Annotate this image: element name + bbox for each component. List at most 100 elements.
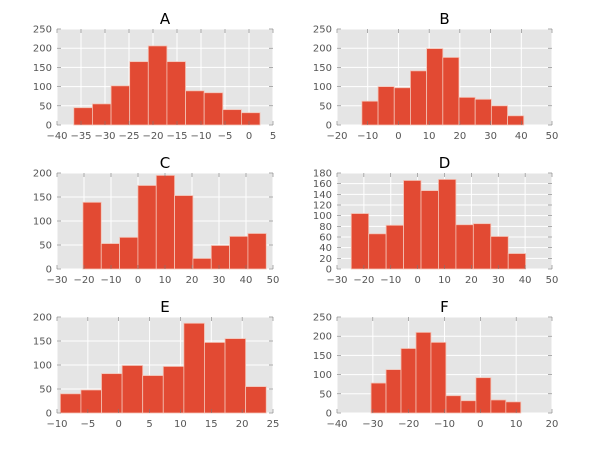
histogram-bar bbox=[370, 382, 387, 414]
x-tick-label: 10 bbox=[174, 419, 187, 430]
y-tick-label: 180 bbox=[313, 169, 332, 180]
histogram-bar bbox=[377, 86, 395, 126]
x-tick-label: −10 bbox=[434, 419, 455, 430]
histogram-bar bbox=[80, 389, 102, 414]
histogram-bar bbox=[121, 365, 144, 414]
x-tick-label: 30 bbox=[484, 131, 497, 142]
histogram-bar bbox=[474, 98, 492, 126]
histogram-bar bbox=[507, 253, 527, 270]
subplot-title: D bbox=[439, 154, 451, 172]
histogram-bar bbox=[361, 100, 379, 126]
histogram-bar bbox=[224, 338, 247, 414]
histogram-bar bbox=[438, 178, 457, 270]
x-tick-label: −20 bbox=[398, 419, 419, 430]
histogram-bar bbox=[100, 243, 120, 270]
histogram-bar bbox=[420, 190, 439, 270]
histogram-bar bbox=[490, 236, 509, 270]
x-tick-label: −10 bbox=[357, 131, 378, 142]
subplot-title: C bbox=[160, 154, 170, 172]
x-tick-label: −40 bbox=[46, 131, 67, 142]
histogram-bar bbox=[59, 393, 82, 414]
histogram-bar bbox=[119, 236, 139, 270]
histogram-bar bbox=[174, 195, 194, 270]
x-tick-label: −35 bbox=[70, 131, 91, 142]
y-tick-label: 150 bbox=[313, 63, 332, 74]
x-tick-label: −30 bbox=[326, 275, 347, 286]
y-tick-label: 150 bbox=[313, 351, 332, 362]
subplot-e: −10 −5 0 5 10 15 20 25 0 50 100 150 200 E bbox=[33, 298, 279, 430]
histogram-bar bbox=[410, 70, 428, 126]
histogram-bar bbox=[350, 213, 370, 270]
histogram-bar bbox=[445, 395, 462, 414]
x-tick-label: −5 bbox=[218, 131, 233, 142]
x-tick-label: −10 bbox=[380, 275, 401, 286]
x-tick-label: 0 bbox=[395, 131, 401, 142]
x-tick-label: 40 bbox=[515, 131, 528, 142]
x-tick-label: −20 bbox=[142, 131, 163, 142]
y-tick-label: 150 bbox=[33, 193, 52, 204]
histogram-bar bbox=[415, 331, 432, 414]
x-tick-label: −30 bbox=[362, 419, 383, 430]
histogram-bar bbox=[73, 107, 93, 126]
x-tick-label: 5 bbox=[146, 419, 152, 430]
y-tick-label: 50 bbox=[319, 101, 332, 112]
y-tick-label: 150 bbox=[33, 337, 52, 348]
x-tick-label: −15 bbox=[166, 131, 187, 142]
y-tick-label: 100 bbox=[33, 361, 52, 372]
histogram-bar bbox=[385, 224, 404, 270]
histogram-bar bbox=[490, 399, 507, 414]
histogram-bar bbox=[162, 366, 185, 414]
y-tick-label: 200 bbox=[33, 44, 52, 55]
histogram-bar bbox=[505, 401, 522, 414]
y-tick-label: 50 bbox=[319, 389, 332, 400]
y-tick-label: 160 bbox=[313, 179, 332, 190]
subplot-title: E bbox=[160, 298, 169, 316]
histogram-bar bbox=[137, 185, 157, 270]
histogram-bar bbox=[185, 90, 205, 126]
histogram-bar bbox=[101, 373, 123, 414]
histogram-bar bbox=[430, 341, 447, 414]
x-tick-label: 0 bbox=[414, 275, 420, 286]
histogram-bar bbox=[472, 223, 492, 270]
y-tick-label: 20 bbox=[319, 254, 332, 265]
subplot-c: −30 −20 −10 0 10 20 30 40 50 0 50 100 150 200 C bbox=[33, 154, 279, 286]
histogram-bar bbox=[475, 377, 492, 414]
x-tick-label: −20 bbox=[73, 275, 94, 286]
x-tick-label: 0 bbox=[477, 419, 483, 430]
histogram-bar bbox=[229, 235, 249, 270]
x-tick-label: 30 bbox=[492, 275, 505, 286]
y-tick-label: 60 bbox=[319, 233, 332, 244]
histogram-bar bbox=[203, 92, 224, 126]
y-tick-label: 50 bbox=[39, 101, 52, 112]
histogram-bar bbox=[368, 233, 387, 270]
histogram-bar bbox=[166, 61, 186, 126]
histogram-bar bbox=[92, 103, 112, 126]
x-tick-label: −30 bbox=[94, 131, 115, 142]
histogram-bar bbox=[458, 96, 476, 126]
x-tick-label: −30 bbox=[46, 275, 67, 286]
y-tick-label: 250 bbox=[313, 25, 332, 36]
histogram-bar bbox=[155, 174, 175, 270]
histogram-bar bbox=[210, 245, 230, 270]
x-tick-label: 20 bbox=[186, 275, 199, 286]
histogram-bar bbox=[192, 258, 212, 270]
histogram-bar bbox=[110, 85, 131, 126]
x-tick-label: 10 bbox=[423, 131, 436, 142]
x-tick-label: −5 bbox=[80, 419, 95, 430]
x-tick-label: −20 bbox=[326, 131, 347, 142]
y-tick-label: 250 bbox=[33, 25, 52, 36]
histogram-bar bbox=[426, 48, 444, 126]
x-tick-label: 25 bbox=[267, 419, 280, 430]
x-tick-label: −25 bbox=[118, 131, 139, 142]
subplot-title: B bbox=[439, 10, 449, 28]
x-tick-label: −10 bbox=[190, 131, 211, 142]
x-tick-label: 50 bbox=[267, 275, 280, 286]
x-tick-label: 10 bbox=[438, 275, 451, 286]
histogram-bar bbox=[403, 180, 422, 270]
subplot-title: F bbox=[440, 298, 449, 316]
histogram-bar bbox=[142, 375, 164, 414]
histogram-bar bbox=[455, 224, 474, 270]
histogram-bar bbox=[245, 386, 267, 414]
y-tick-label: 50 bbox=[39, 385, 52, 396]
